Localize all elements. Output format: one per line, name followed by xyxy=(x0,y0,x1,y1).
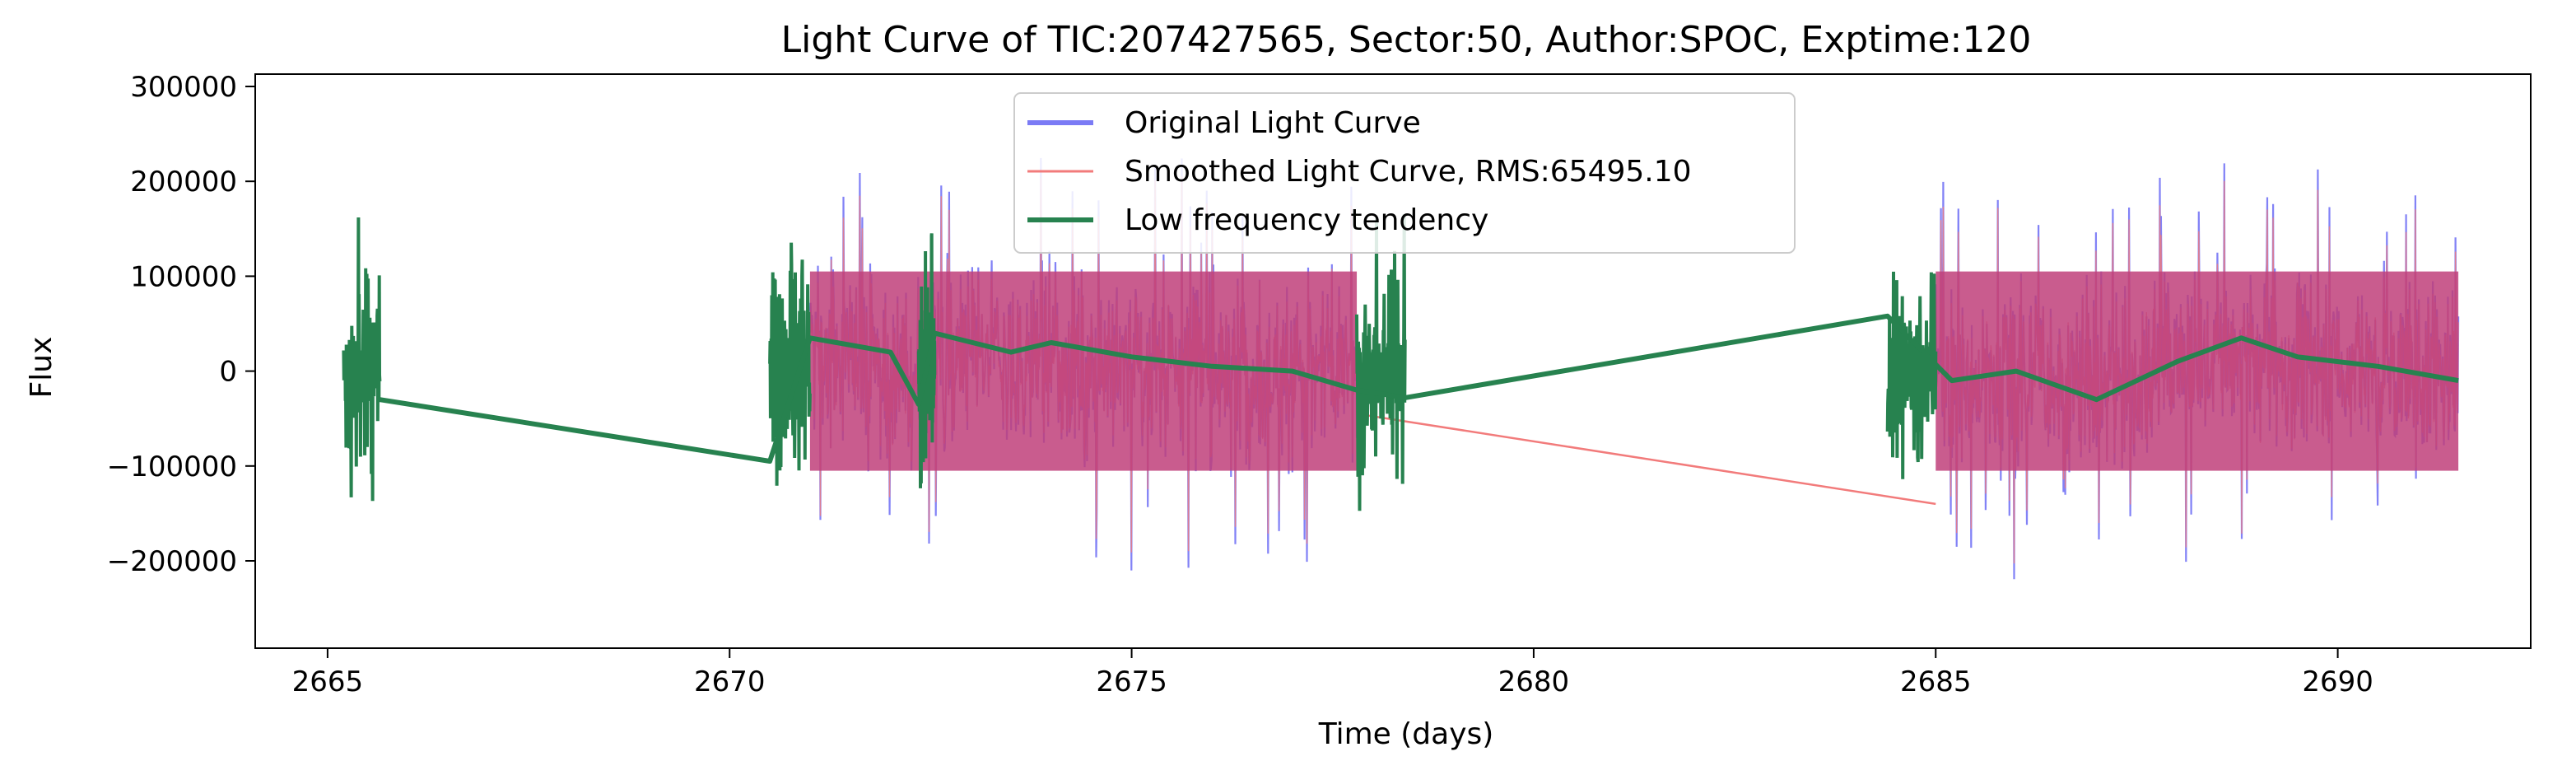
axis-ticks: 2665 2670 2675 2680 2685 2690 −200000 −100000 0 1… xyxy=(107,71,2373,698)
x-tick-label-5: 2690 xyxy=(2302,665,2373,698)
trend-line xyxy=(379,313,2459,464)
legend: Original Light Curve Smoothed Light Curv… xyxy=(1013,92,1796,254)
plot-area xyxy=(342,157,2460,580)
trend-burst-3 xyxy=(1355,213,1407,511)
plot-frame xyxy=(254,73,2532,649)
legend-label-original: Original Light Curve xyxy=(1125,106,1421,140)
y-tick-label-2: 0 xyxy=(219,356,237,389)
y-tick-label-3: 100000 xyxy=(130,260,237,293)
y-axis-label: Flux xyxy=(25,337,58,399)
x-tick-label-1: 2670 xyxy=(694,665,766,698)
y-tick-label-1: −100000 xyxy=(107,451,237,483)
chart-title: Light Curve of TIC:207427565, Sector:50,… xyxy=(781,19,2032,61)
trend-burst-0 xyxy=(342,217,382,502)
x-tick-label-2: 2675 xyxy=(1096,665,1167,698)
x-tick-label-3: 2680 xyxy=(1498,665,1570,698)
y-tick-label-4: 200000 xyxy=(130,166,237,198)
y-tick-label-0: −200000 xyxy=(107,545,237,578)
x-tick-label-0: 2665 xyxy=(292,665,364,698)
y-tick-label-5: 300000 xyxy=(130,71,237,104)
legend-box xyxy=(1013,92,1796,254)
legend-label-smoothed: Smoothed Light Curve, RMS:65495.10 xyxy=(1125,155,1692,189)
trend-burst-4 xyxy=(1885,271,1938,479)
x-axis-label: Time (days) xyxy=(1318,717,1494,751)
x-tick-label-4: 2685 xyxy=(1900,665,1972,698)
legend-label-trend: Low frequency tendency xyxy=(1125,203,1488,237)
smoothed-connector xyxy=(1356,413,1936,506)
